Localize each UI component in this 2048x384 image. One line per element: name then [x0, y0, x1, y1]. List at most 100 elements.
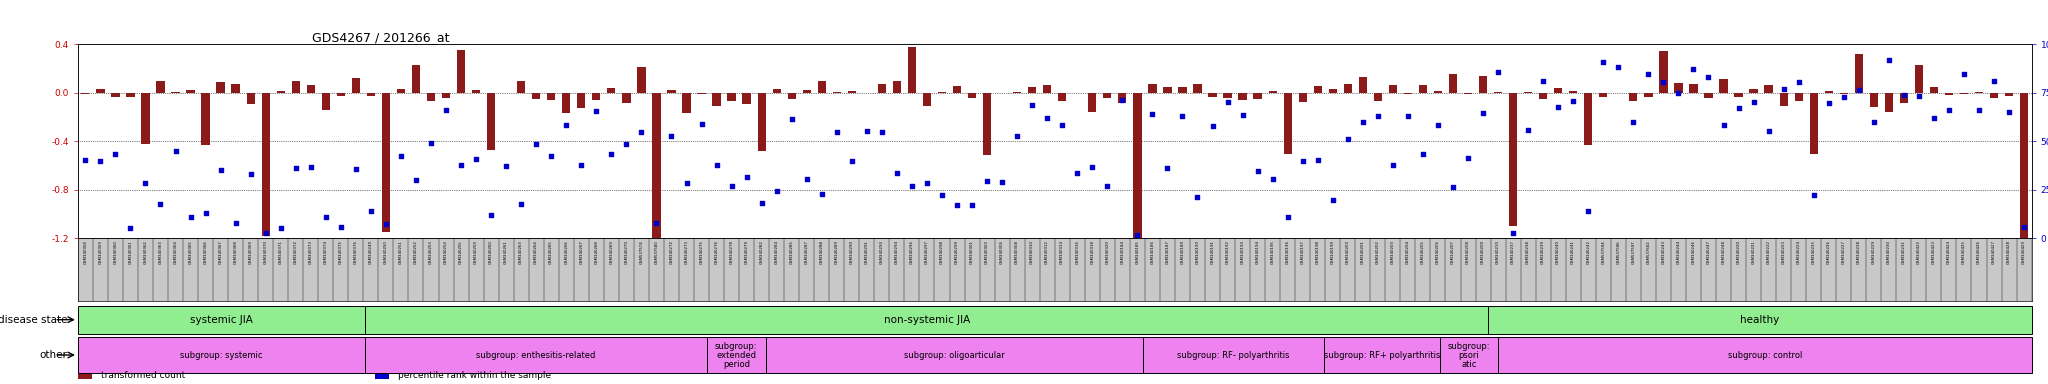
Text: GSM340370: GSM340370 — [264, 240, 268, 264]
Point — [1210, 99, 1243, 105]
Text: GSM340198: GSM340198 — [1315, 240, 1319, 264]
Point — [205, 167, 238, 173]
Text: GSM340202: GSM340202 — [1376, 240, 1380, 264]
Bar — [487, 93, 496, 150]
Bar — [1794, 93, 1802, 101]
Bar — [1253, 93, 1262, 99]
Bar — [2019, 93, 2028, 253]
Bar — [322, 93, 330, 109]
Text: GSM340310: GSM340310 — [1030, 240, 1034, 264]
Bar — [952, 86, 961, 93]
Bar — [1960, 93, 1968, 94]
Text: GSM340249: GSM340249 — [369, 240, 373, 264]
Text: GSM340193: GSM340193 — [1241, 240, 1245, 264]
Bar — [246, 93, 254, 104]
Bar — [772, 89, 780, 93]
Point — [1362, 113, 1395, 119]
Text: GSM340298: GSM340298 — [940, 240, 944, 264]
Text: GSM340189: GSM340189 — [1180, 240, 1184, 264]
Point — [1556, 98, 1589, 104]
Text: GSM340244: GSM340244 — [1677, 240, 1681, 264]
Point — [340, 166, 373, 172]
Text: GSM340263: GSM340263 — [520, 240, 522, 264]
Text: transformed count: transformed count — [100, 371, 186, 380]
Text: GSM340269: GSM340269 — [610, 240, 612, 264]
Bar — [1929, 87, 1937, 93]
Point — [295, 164, 328, 170]
Bar — [412, 65, 420, 93]
Bar — [547, 93, 555, 100]
Point — [1391, 113, 1423, 119]
Text: GSM340276: GSM340276 — [715, 240, 719, 264]
Bar — [367, 93, 375, 96]
Bar — [1239, 93, 1247, 101]
Bar — [1028, 87, 1036, 93]
Point — [1047, 122, 1079, 128]
Bar — [291, 81, 299, 93]
Point — [655, 133, 688, 139]
Bar — [713, 93, 721, 106]
Text: GSM340273: GSM340273 — [684, 240, 688, 264]
Point — [1933, 107, 1966, 113]
Point — [549, 121, 584, 127]
Bar — [879, 84, 887, 93]
Point — [475, 212, 508, 218]
Point — [1317, 197, 1350, 204]
Bar — [1149, 84, 1157, 93]
Point — [160, 148, 193, 154]
Text: GSM340208: GSM340208 — [1466, 240, 1470, 264]
Point — [1196, 123, 1229, 129]
Text: GSM340299: GSM340299 — [954, 240, 958, 264]
Point — [250, 230, 283, 237]
Bar — [172, 92, 180, 93]
Point — [504, 201, 537, 207]
Point — [1767, 86, 1800, 92]
Text: GSM340187: GSM340187 — [1165, 240, 1169, 264]
Text: GSM340237: GSM340237 — [1511, 240, 1516, 264]
Bar — [82, 93, 90, 94]
Bar — [78, 306, 365, 333]
Point — [1618, 119, 1651, 125]
Text: GSM340293: GSM340293 — [881, 240, 885, 264]
Bar — [743, 93, 752, 104]
Text: GSM340186: GSM340186 — [1151, 240, 1155, 264]
Point — [115, 225, 147, 232]
Point — [309, 214, 342, 220]
Point — [641, 220, 674, 227]
Point — [84, 158, 117, 164]
Bar — [262, 93, 270, 236]
Bar — [516, 81, 526, 93]
Bar — [1042, 85, 1051, 93]
Point — [1677, 66, 1710, 72]
Bar — [1178, 87, 1186, 93]
Text: GSM340366: GSM340366 — [203, 240, 207, 264]
Text: GSM537596: GSM537596 — [1616, 240, 1620, 263]
Text: GSM340363: GSM340363 — [158, 240, 162, 264]
Bar — [1133, 93, 1141, 240]
Point — [850, 128, 883, 134]
Point — [264, 225, 297, 231]
Text: GSM340210: GSM340210 — [1497, 240, 1499, 264]
Point — [791, 176, 823, 182]
Text: GSM340195: GSM340195 — [1270, 240, 1274, 264]
Bar — [1538, 93, 1548, 99]
Bar — [397, 89, 406, 93]
Point — [1722, 105, 1755, 111]
Text: GSM340282: GSM340282 — [760, 240, 764, 264]
Bar — [1704, 93, 1712, 98]
Bar — [1268, 91, 1276, 93]
Text: other: other — [39, 350, 68, 360]
Bar — [758, 93, 766, 151]
Bar — [653, 93, 662, 244]
Bar — [1855, 54, 1864, 93]
Bar — [1884, 93, 1892, 112]
Bar — [1329, 89, 1337, 93]
Bar — [1554, 88, 1563, 93]
Text: GSM340209: GSM340209 — [1481, 240, 1485, 264]
Bar — [78, 338, 365, 372]
Point — [1511, 127, 1544, 133]
Point — [805, 191, 838, 197]
Bar — [1946, 93, 1954, 95]
Text: GSM340296: GSM340296 — [909, 240, 913, 264]
Text: GSM340230: GSM340230 — [1886, 240, 1890, 264]
